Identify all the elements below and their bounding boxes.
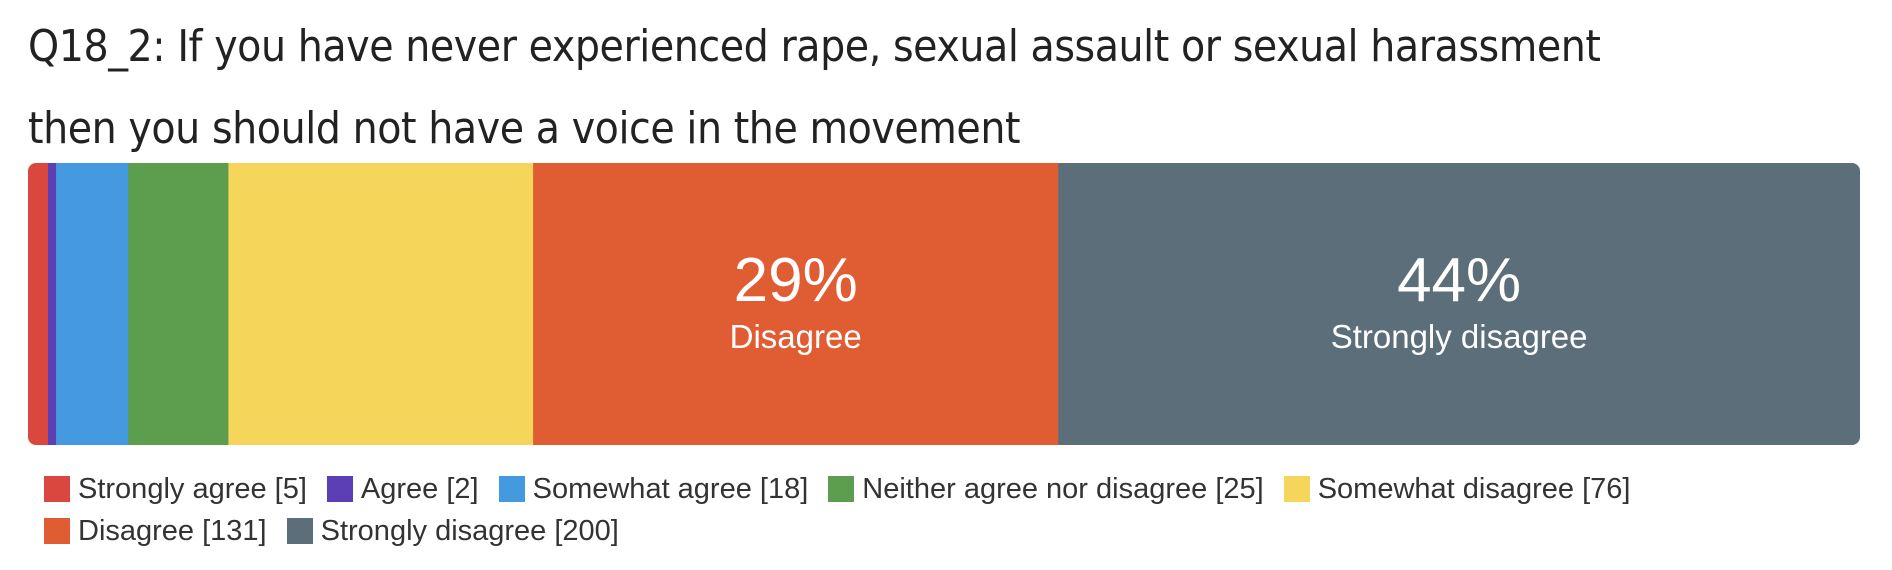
bar-segment-somewhat-disagree bbox=[228, 163, 534, 445]
bar-segments bbox=[28, 163, 1860, 445]
bar-segment-somewhat-agree bbox=[56, 163, 129, 445]
legend-item-somewhat-disagree: Somewhat disagree [76] bbox=[1283, 470, 1631, 508]
bar-segment-strongly-disagree bbox=[1058, 163, 1860, 445]
legend: Strongly agree [5] Agree [2] Somewhat agre… bbox=[44, 470, 1864, 550]
legend-swatch bbox=[44, 476, 70, 502]
data-labels: 29%Disagree 44%Strongly disagree bbox=[730, 246, 1588, 355]
bar-segment-agree bbox=[48, 163, 57, 445]
legend-swatch bbox=[498, 476, 525, 502]
legend-item-neither-agree-nor-disagree: Neither agree nor disagree [25] bbox=[828, 470, 1264, 508]
legend-item-strongly-disagree: Strongly disagree [200] bbox=[286, 512, 619, 550]
legend-item-disagree: Disagree [131] bbox=[44, 512, 267, 550]
legend-swatch bbox=[326, 476, 353, 502]
bar-segment-neither-agree-nor-disagree bbox=[128, 163, 230, 445]
data-label-percent-strongly-disagree: 44% bbox=[1397, 246, 1521, 315]
legend-item-strongly-agree: Strongly agree [5] bbox=[44, 470, 307, 508]
legend-swatch bbox=[828, 476, 855, 502]
chart-title: Q18_2: If you have never experienced rap… bbox=[28, 21, 1601, 154]
legend-label: Strongly disagree [200] bbox=[320, 514, 619, 547]
legend-item-agree: Agree [2] bbox=[326, 470, 479, 508]
data-label-category-strongly-disagree: Strongly disagree bbox=[1331, 318, 1588, 355]
legend-swatch bbox=[44, 518, 70, 544]
legend-item-somewhat-agree: Somewhat agree [18] bbox=[498, 470, 809, 508]
data-label-category-disagree: Disagree bbox=[730, 318, 862, 355]
bar-segment-strongly-agree bbox=[28, 163, 49, 445]
data-label-percent-disagree: 29% bbox=[734, 246, 858, 315]
legend-label: Somewhat disagree [76] bbox=[1317, 472, 1631, 505]
legend-label: Disagree [131] bbox=[78, 514, 267, 547]
legend-label: Neither agree nor disagree [25] bbox=[862, 472, 1264, 505]
legend-label: Agree [2] bbox=[360, 472, 479, 505]
legend-swatch bbox=[1283, 476, 1310, 502]
legend-label: Strongly agree [5] bbox=[78, 472, 307, 505]
bar-segment-disagree bbox=[533, 163, 1059, 445]
legend-swatch bbox=[286, 518, 313, 544]
legend-label: Somewhat agree [18] bbox=[532, 472, 809, 505]
